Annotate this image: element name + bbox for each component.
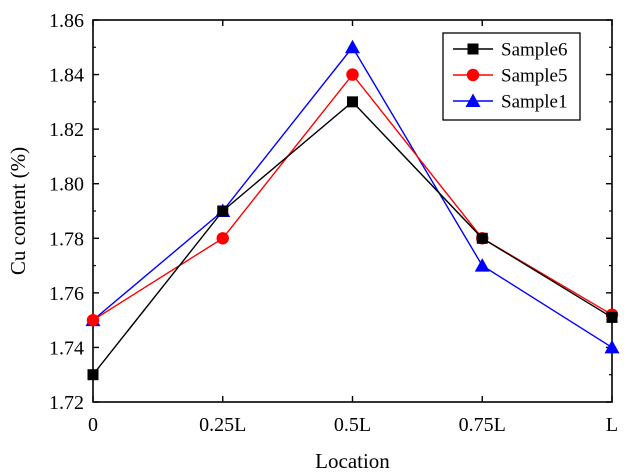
data-point xyxy=(346,68,359,81)
series-sample6 xyxy=(87,96,618,381)
legend-box xyxy=(442,32,581,121)
y-tick-label: 1.74 xyxy=(49,337,84,359)
axes: 0 0.25L 0.5L 0.75L L 1.72 1.74 1.76 1.78 1.80 1.82… xyxy=(49,10,618,436)
data-point xyxy=(606,311,618,323)
x-tick-label: 0.5L xyxy=(334,414,371,436)
y-axis-title: Cu content (%) xyxy=(6,147,30,275)
legend-label: Sample5 xyxy=(501,66,568,87)
legend-marker xyxy=(466,68,480,82)
data-point xyxy=(347,96,358,108)
y-tick-label: 1.78 xyxy=(49,228,84,250)
y-tick-label: 1.76 xyxy=(49,283,84,305)
y-tick-label: 1.84 xyxy=(49,65,84,87)
y-tick-label: 1.86 xyxy=(49,10,84,32)
legend-marker xyxy=(467,43,479,55)
legend-label: Sample6 xyxy=(501,40,568,61)
x-tick-label: 0.75L xyxy=(459,414,506,436)
series-layer xyxy=(85,39,620,381)
y-tick-label: 1.82 xyxy=(49,119,84,141)
data-point xyxy=(216,232,229,245)
data-point xyxy=(87,369,99,381)
x-axis-title: Location xyxy=(315,449,390,473)
data-point xyxy=(476,232,488,244)
data-point xyxy=(217,205,229,217)
x-tick-label: 0 xyxy=(88,414,98,436)
legend-label: Sample1 xyxy=(501,92,568,113)
y-tick-label: 1.72 xyxy=(49,392,84,414)
x-tick-label: 0.25L xyxy=(199,414,246,436)
data-point xyxy=(474,258,490,272)
y-tick-label: 1.80 xyxy=(49,174,84,196)
x-tick-label: L xyxy=(606,414,618,436)
legend: Sample6 Sample5 Sample1 xyxy=(442,32,581,121)
data-point xyxy=(345,39,360,54)
data-point xyxy=(604,339,620,354)
legend-marker xyxy=(465,93,481,107)
data-point xyxy=(86,313,100,327)
series-line xyxy=(92,100,613,376)
